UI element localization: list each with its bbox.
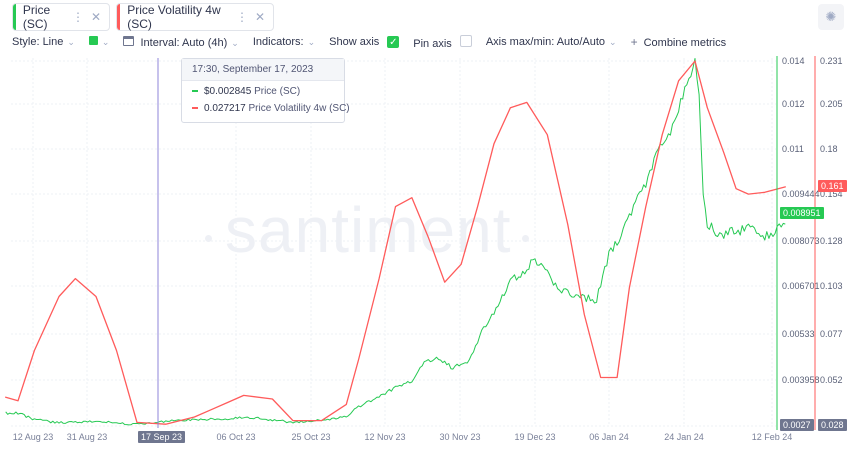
tooltip-price-label: Price (SC) [254, 86, 301, 97]
price-tick-label: 0.012 [782, 99, 805, 109]
tab-price-close-icon[interactable]: ✕ [90, 10, 101, 24]
axis-maxmin-dropdown[interactable]: Axis max/min: Auto/Auto ⌄ [486, 36, 617, 48]
pin-axis-label: Pin axis [413, 37, 452, 50]
pin-axis-toggle[interactable]: Pin axis [413, 34, 472, 50]
x-tick-label: 12 Nov 23 [364, 432, 405, 442]
chevron-down-icon: ⌄ [101, 37, 110, 47]
chevron-down-icon: ⌄ [231, 37, 239, 48]
hover-tooltip: 17:30, September 17, 2023 $0.002845 Pric… [181, 58, 350, 123]
x-tick-label: 19 Dec 23 [514, 432, 555, 442]
combine-metrics-button[interactable]: + Combine metrics [631, 35, 727, 49]
pin-axis-checkbox[interactable] [459, 34, 472, 47]
tooltip-date: 17:30, September 17, 2023 [182, 59, 344, 81]
tooltip-price-value: $0.002845 [204, 86, 252, 97]
price-tick-label: 0.00533 [782, 329, 815, 339]
price-y-axis: 0.014 0.012 0.011 0.009444 0.008073 0.006701 0… [776, 56, 820, 431]
chevron-down-icon: ⌄ [609, 37, 617, 47]
show-axis-label: Show axis [329, 35, 380, 48]
chevron-down-icon: ⌄ [307, 37, 316, 47]
tooltip-price-swatch [192, 90, 198, 93]
x-tick-label: 24 Jan 24 [664, 432, 704, 442]
indicators-label: Indicators: [252, 36, 304, 48]
price-series-line [5, 58, 786, 426]
volatility-tick-label: 0.052 [820, 375, 843, 385]
price-tick-label: 0.008073 [782, 236, 820, 246]
price-tick-label: 0.014 [782, 56, 805, 66]
tab-price[interactable]: Price (SC) ⋮ ✕ [12, 3, 110, 31]
volatility-y-axis: 0.2310.2050.180.1540.1280.1030.0770.0520… [814, 56, 843, 431]
calendar-icon [123, 35, 135, 46]
volatility-series-line [5, 60, 786, 425]
tab-price-color [13, 4, 16, 30]
volatility-tick-label: 0.205 [820, 99, 843, 109]
price-min-badge: 0.0027 [780, 419, 814, 431]
x-tick-label: 30 Nov 23 [439, 432, 480, 442]
price-tick-label: 0.009444 [782, 189, 820, 199]
color-picker[interactable]: ⌄ [88, 36, 110, 48]
combine-metrics-label: Combine metrics [643, 37, 727, 49]
indicators-dropdown[interactable]: Indicators: ⌄ [253, 36, 315, 48]
chart-lines [5, 58, 786, 426]
chevron-down-icon: ⌄ [67, 37, 75, 47]
chart-grid [11, 58, 776, 427]
tooltip-volatility-value: 0.027217 [204, 103, 246, 114]
plus-icon: + [630, 35, 638, 49]
volatility-tick-label: 0.103 [820, 281, 843, 291]
tab-price-menu-icon[interactable]: ⋮ [71, 10, 84, 24]
x-tick-label: 31 Aug 23 [67, 432, 108, 442]
tab-volatility[interactable]: Price Volatility 4w (SC) ⋮ ✕ [116, 3, 274, 31]
price-tick-label: 0.003958 [782, 375, 820, 385]
volatility-tick-label: 0.128 [820, 236, 843, 246]
price-tick-label: 0.006701 [782, 281, 820, 291]
settings-gear-icon[interactable]: ✺ [818, 4, 844, 30]
chart-toolbar: Style: Line ⌄ ⌄ Interval: Auto (4h) ⌄ Indi… [12, 34, 727, 50]
x-tick-label: 06 Jan 24 [589, 432, 629, 442]
tab-volatility-menu-icon[interactable]: ⋮ [235, 10, 248, 24]
price-tick-label: 0.011 [782, 144, 804, 154]
color-swatch [88, 36, 98, 45]
x-tick-label: 12 Feb 24 [752, 432, 793, 442]
x-axis-ticks: 12 Aug 23 31 Aug 23 17 Sep 23 06 Oct 23 25 O… [13, 432, 793, 442]
volatility-tick-label: 0.154 [820, 189, 843, 199]
tab-volatility-label: Price Volatility 4w (SC) [127, 3, 221, 31]
volatility-tick-label: 0.077 [820, 329, 843, 339]
volatility-tick-label: 0.18 [820, 144, 838, 154]
volatility-current-badge: 0.161 [818, 180, 847, 192]
style-dropdown[interactable]: Style: Line ⌄ [12, 36, 75, 48]
style-label: Style: Line [12, 36, 64, 48]
axis-maxmin-label: Axis max/min: Auto/Auto [485, 36, 606, 48]
interval-label: Interval: Auto (4h) [140, 36, 228, 49]
volatility-min-badge: 0.028 [818, 419, 847, 431]
interval-dropdown[interactable]: Interval: Auto (4h) ⌄ [123, 35, 239, 49]
show-axis-checkbox[interactable]: ✓ [387, 36, 400, 49]
x-tick-label: 25 Oct 23 [291, 432, 330, 442]
x-tick-label: 12 Aug 23 [13, 432, 54, 442]
tab-volatility-color [117, 4, 121, 30]
tooltip-row-volatility: 0.027217 Price Volatility 4w (SC) [182, 102, 350, 115]
hover-date-badge: 17 Sep 23 [138, 431, 186, 443]
tab-volatility-close-icon[interactable]: ✕ [254, 10, 265, 24]
tooltip-volatility-swatch [192, 107, 198, 110]
volatility-tick-label: 0.231 [820, 56, 843, 66]
tooltip-row-price: $0.002845 Price (SC) [182, 85, 344, 98]
x-tick-label: 06 Oct 23 [216, 432, 255, 442]
show-axis-toggle[interactable]: Show axis ✓ [329, 35, 400, 49]
tooltip-volatility-label: Price Volatility 4w (SC) [248, 103, 350, 114]
price-current-badge: 0.008951 [780, 207, 824, 219]
tab-price-label: Price (SC) [22, 3, 51, 31]
